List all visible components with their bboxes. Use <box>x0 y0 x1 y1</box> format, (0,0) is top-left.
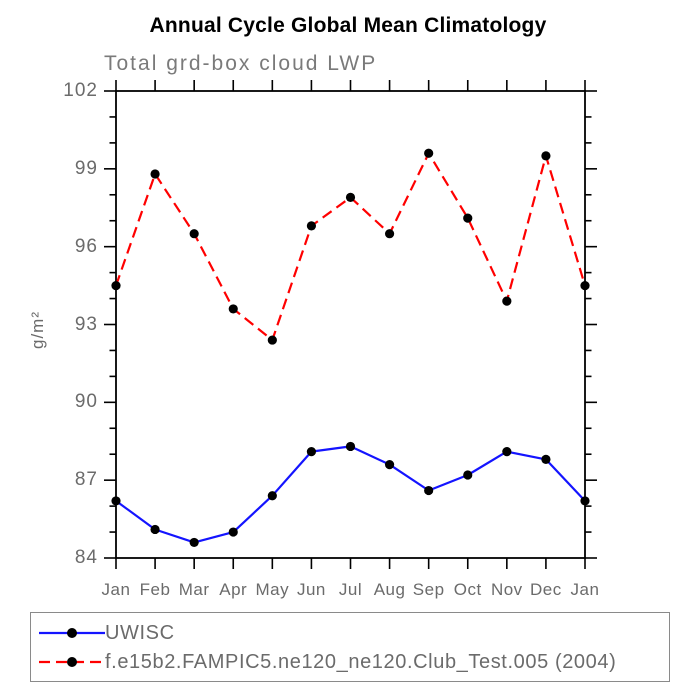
data-point-marker <box>150 524 160 535</box>
data-point-marker <box>463 213 473 223</box>
data-point-marker <box>228 527 238 537</box>
x-tick-label: Mar <box>178 580 210 599</box>
data-point-marker <box>502 296 512 306</box>
x-tick-label: Oct <box>453 580 482 599</box>
y-tick-label: 102 <box>63 80 98 101</box>
x-tick-label: Dec <box>530 580 562 599</box>
y-tick-label: 93 <box>74 313 98 335</box>
x-tick-label: Nov <box>490 580 523 599</box>
data-point-marker <box>111 280 121 291</box>
data-point-marker <box>384 229 395 239</box>
plot-area <box>104 80 597 569</box>
y-tick-label: 99 <box>74 157 98 179</box>
x-tick-label: Jan <box>570 580 600 599</box>
x-tick-label: Apr <box>219 580 248 599</box>
data-point-marker <box>580 496 590 506</box>
data-point-marker <box>502 447 512 457</box>
x-tick-label: Feb <box>139 580 171 599</box>
y-tick-label: 84 <box>74 547 98 568</box>
data-point-marker <box>541 151 551 161</box>
data-point-marker <box>306 447 317 457</box>
chart-subtitle: Total grd-box cloud LWP <box>104 52 378 75</box>
y-tick-label: 96 <box>74 235 98 257</box>
data-point-marker <box>345 441 356 452</box>
series-line-test-run <box>114 152 587 342</box>
x-tick-label: Jan <box>101 580 131 599</box>
data-point-marker <box>267 335 277 345</box>
x-tick-label: Jul <box>338 580 363 599</box>
legend-label-uwisc: UWISC <box>105 622 175 644</box>
data-point-marker <box>463 470 473 480</box>
data-point-marker <box>228 304 238 314</box>
legend-marker-dot <box>67 657 77 667</box>
series-line-uwisc <box>115 445 586 544</box>
data-point-marker <box>267 491 277 501</box>
legend-item-test-run: f.e15b2.FAMPIC5.ne120_ne120.Club_Test.00… <box>31 650 669 674</box>
data-point-marker <box>150 169 160 179</box>
data-point-marker <box>189 229 199 239</box>
x-tick-label: May <box>255 580 290 599</box>
data-point-marker <box>580 280 590 291</box>
x-tick-label: Sep <box>412 580 445 599</box>
x-tick-label: Aug <box>373 580 406 599</box>
data-point-marker <box>306 221 317 231</box>
data-point-marker <box>189 537 199 548</box>
data-point-marker <box>384 460 395 470</box>
data-point-marker <box>424 148 434 158</box>
data-point-marker <box>541 454 551 465</box>
y-tick-label: 90 <box>74 391 98 413</box>
chart-title: Annual Cycle Global Mean Climatology <box>149 14 547 37</box>
y-tick-label: 87 <box>74 469 98 491</box>
x-tick-label: Jun <box>296 580 326 599</box>
legend-item-uwisc: UWISC <box>31 621 669 645</box>
plot-frame <box>115 90 586 559</box>
data-point-marker <box>345 192 356 202</box>
legend-line-sample-solid <box>39 628 105 638</box>
legend-line-sample-dashed <box>39 657 105 667</box>
legend-label-test-run: f.e15b2.FAMPIC5.ne120_ne120.Club_Test.00… <box>105 651 617 673</box>
legend-marker-dot <box>67 628 77 638</box>
data-point-marker <box>424 485 434 496</box>
data-point-marker <box>111 496 121 506</box>
legend-box: UWISC f.e15b2.FAMPIC5.ne120_ne120.Club_T… <box>30 612 670 682</box>
